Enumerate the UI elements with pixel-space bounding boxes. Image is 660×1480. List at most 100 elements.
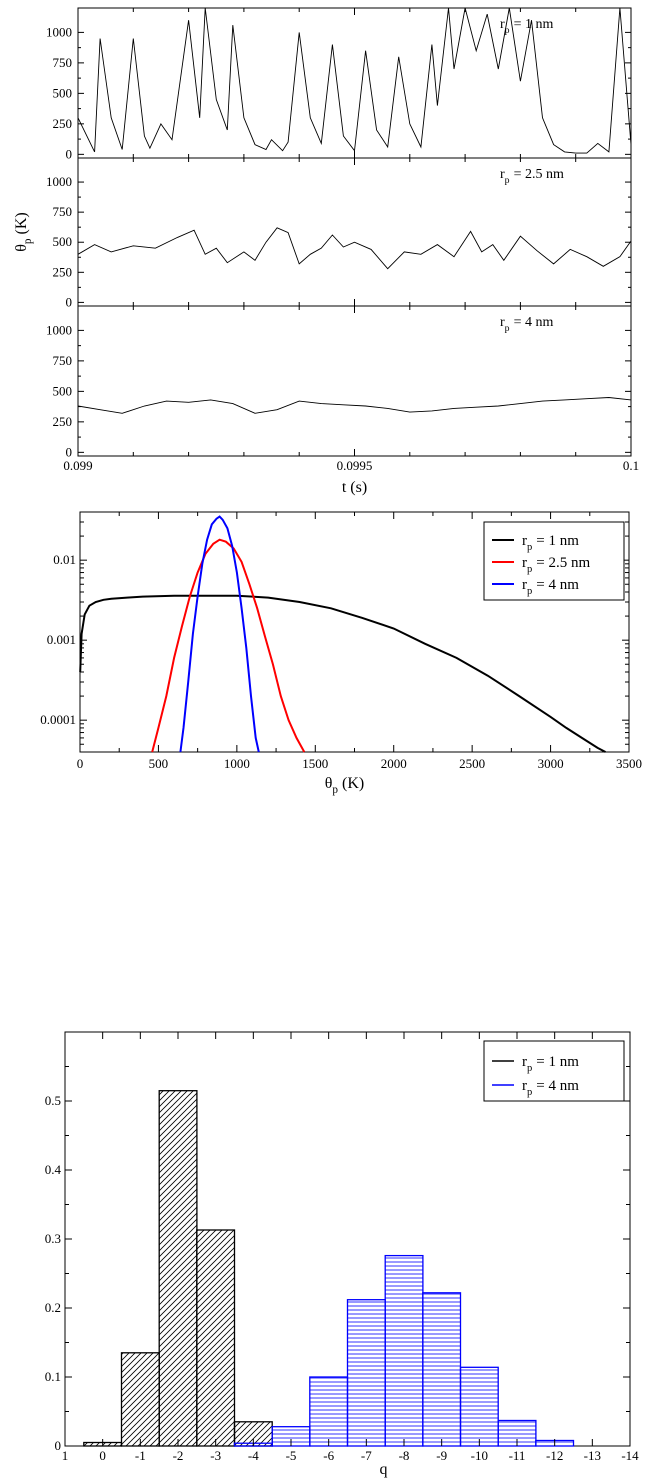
histogram-bar <box>120 1352 160 1447</box>
x-tick-label: 500 <box>149 756 169 771</box>
y-tick-label: 500 <box>53 85 73 100</box>
panel-label-main: r <box>500 315 505 330</box>
x-tick-label: 0 <box>99 1448 106 1463</box>
legend-entry: rp = 1 nm <box>522 1054 579 1074</box>
x-tick-label: 3000 <box>538 756 564 771</box>
x-tick-label: 2000 <box>381 756 407 771</box>
y-tick-label: 250 <box>53 414 73 429</box>
y-tick-label: 1000 <box>46 322 72 337</box>
panel-label-sub: p <box>505 323 510 334</box>
x-tick-label: -5 <box>286 1448 297 1463</box>
y-tick-label: 250 <box>53 116 73 131</box>
x-tick-label: 1000 <box>224 756 250 771</box>
x-tick-label: 2500 <box>459 756 485 771</box>
legend-entry: rp = 4 nm <box>522 1078 579 1098</box>
x-tick-label: 1 <box>62 1448 69 1463</box>
y-tick-label: 1000 <box>46 174 72 189</box>
x-tick-label: 0.0995 <box>337 458 373 473</box>
y-tick-label: 0 <box>66 444 73 459</box>
x-axis-label-unit: (K) <box>342 775 364 792</box>
legend-entry-rest: = 1 nm <box>536 1054 579 1070</box>
y-tick-label: 500 <box>53 234 73 249</box>
legend-entry-rest: = 4 nm <box>536 577 579 593</box>
y-tick-label: 750 <box>53 204 73 219</box>
y-tick-label: 250 <box>53 264 73 279</box>
x-axis-label-sub: p <box>332 784 338 796</box>
series-line <box>179 515 260 753</box>
y-tick-label: 0.2 <box>45 1300 61 1315</box>
x-tick-label: -2 <box>173 1448 184 1463</box>
panel-label-sub: p <box>505 25 510 36</box>
x-axis-label-main: θ <box>325 775 333 792</box>
y-axis-label-unit: (K) <box>13 212 30 234</box>
legend-entry-main: r <box>522 577 527 593</box>
x-tick-label: 0.1 <box>623 458 639 473</box>
panel-label-rest: = 1 nm <box>514 17 554 32</box>
series-line <box>77 397 632 414</box>
legend-entry-sub: p <box>527 542 532 553</box>
x-tick-label: -1 <box>135 1448 146 1463</box>
histogram-bar <box>309 1376 349 1447</box>
y-tick-label: 0.5 <box>45 1093 61 1108</box>
y-axis-label-sub: p <box>22 238 34 244</box>
y-tick-label: 0 <box>55 1438 62 1453</box>
legend-box <box>483 1040 625 1102</box>
x-tick-label: -6 <box>323 1448 334 1463</box>
y-tick-label: 0.1 <box>45 1369 61 1384</box>
x-tick-label: -7 <box>361 1448 372 1463</box>
y-tick-label: 0.001 <box>47 632 76 647</box>
y-axis-label: θp (K) <box>13 212 34 251</box>
y-tick-label: 750 <box>53 55 73 70</box>
x-axis-label: θp (K) <box>325 775 364 796</box>
y-tick-label: 0.01 <box>53 552 76 567</box>
x-tick-label: -3 <box>210 1448 221 1463</box>
x-tick-label: -4 <box>248 1448 259 1463</box>
legend-entry: rp = 4 nm <box>522 577 579 597</box>
histogram-bar <box>196 1229 236 1447</box>
legend-entry-main: r <box>522 533 527 549</box>
x-tick-label: -8 <box>399 1448 410 1463</box>
legend-entry-rest: = 1 nm <box>536 533 579 549</box>
panel-label-rest: = 2.5 nm <box>514 167 564 182</box>
x-tick-label: -10 <box>471 1448 488 1463</box>
panel-label: rp = 4 nm <box>500 315 553 334</box>
y-tick-label: 0.4 <box>45 1162 62 1177</box>
y-tick-label: 1000 <box>46 24 72 39</box>
x-tick-label: 1500 <box>302 756 328 771</box>
panel-label: rp = 1 nm <box>500 17 553 36</box>
y-tick-label: 0.3 <box>45 1231 61 1246</box>
y-tick-label: 750 <box>53 353 73 368</box>
x-tick-label: -13 <box>584 1448 601 1463</box>
panel-label-rest: = 4 nm <box>514 315 554 330</box>
panel-label-main: r <box>500 167 505 182</box>
legend-entry-sub: p <box>527 1087 532 1098</box>
histogram-bar <box>384 1254 424 1447</box>
legend-entry-main: r <box>522 1054 527 1070</box>
histogram-bar <box>233 1421 273 1447</box>
x-tick-label: 0 <box>77 756 84 771</box>
legend-entry-main: r <box>522 1078 527 1094</box>
y-tick-label: 0.0001 <box>40 712 76 727</box>
panel-label: rp = 2.5 nm <box>500 167 564 186</box>
legend-entry-sub: p <box>527 1063 532 1074</box>
y-tick-label: 500 <box>53 383 73 398</box>
histogram-bar <box>459 1366 499 1447</box>
legend-entry-rest: = 2.5 nm <box>536 555 590 571</box>
panel-label-sub: p <box>505 175 510 186</box>
legend-entry: rp = 2.5 nm <box>522 555 590 575</box>
x-tick-label: 0.099 <box>63 458 92 473</box>
histogram-bar <box>346 1299 386 1447</box>
series-line <box>151 538 306 753</box>
legend-entry: rp = 1 nm <box>522 533 579 553</box>
histogram-bar <box>158 1090 198 1447</box>
legend-entry-sub: p <box>527 586 532 597</box>
x-tick-label: 3500 <box>616 756 642 771</box>
x-axis-label: t (s) <box>342 479 367 496</box>
panel-label-main: r <box>500 17 505 32</box>
series-line <box>79 594 606 753</box>
series-line <box>77 227 632 270</box>
y-tick-label: 0 <box>66 294 73 309</box>
series-line <box>77 7 632 154</box>
legend-entry-rest: = 4 nm <box>536 1078 579 1094</box>
